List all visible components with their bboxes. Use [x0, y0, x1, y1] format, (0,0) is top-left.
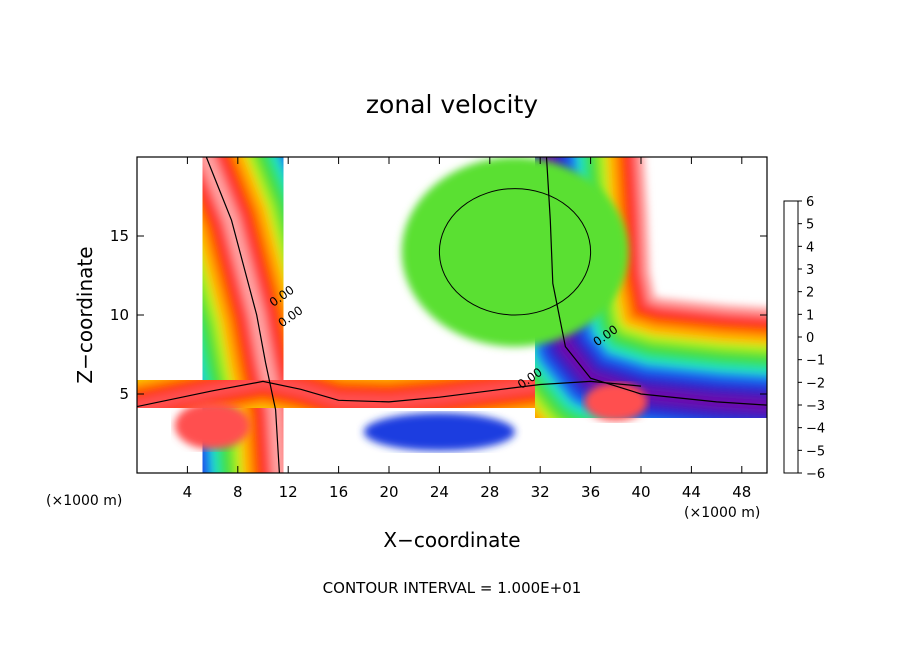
y-tick-label: 15 [110, 227, 129, 245]
colorbar-frame [783, 200, 799, 474]
colorbar-tick-label: 0 [806, 331, 814, 346]
x-tick-label: 28 [480, 483, 499, 501]
colorbar-tick-label: −4 [806, 422, 825, 437]
colorbar-tick-label: 4 [806, 240, 814, 255]
blob-lower-right [584, 382, 648, 421]
contour-lower-jet [137, 380, 642, 408]
x-tick-label: 12 [279, 483, 298, 501]
y-axis-label: Z−coordinate [73, 246, 97, 383]
x-tick-label: 48 [732, 483, 751, 501]
colorbar-tick-label: −1 [806, 354, 825, 369]
y-tick-label: 10 [110, 306, 129, 324]
colorbar-tick-label: 6 [806, 195, 814, 210]
blob-bottom-mid [363, 412, 515, 451]
colorbar-tick-label: 5 [806, 218, 814, 233]
blob-lower-left [174, 401, 251, 450]
colorbar-tick-label: −3 [806, 399, 825, 414]
x-tick-label: 24 [430, 483, 449, 501]
chart-title: zonal velocity [366, 90, 538, 119]
x-tick-label: 8 [233, 483, 243, 501]
x-axis-label: X−coordinate [383, 528, 520, 552]
y-tick-label: 5 [119, 385, 129, 403]
colorbar-tick-label: 2 [806, 286, 814, 301]
colorbar-tick-label: −2 [806, 376, 825, 391]
contour-right-plume [545, 157, 767, 406]
colorbar-tick-label: 3 [806, 263, 814, 278]
x-tick-label: 40 [631, 483, 650, 501]
x-tick-label: 36 [581, 483, 600, 501]
x-tick-label: 44 [682, 483, 701, 501]
colorbar-tick-label: −6 [806, 467, 825, 482]
contour-interval-note: CONTOUR INTERVAL = 1.000E+01 [323, 579, 582, 597]
x-axis-unit: (×1000 m) [684, 505, 760, 521]
x-tick-label: 16 [329, 483, 348, 501]
y-axis-unit: (×1000 m) [46, 493, 122, 509]
contour-upper-center [438, 188, 592, 316]
x-tick-label: 4 [183, 483, 193, 501]
contour-left-plume [205, 157, 280, 473]
x-tick-label: 20 [379, 483, 398, 501]
colorbar-tick-label: −5 [806, 444, 825, 459]
colorbar-tick-label: 1 [806, 308, 814, 323]
x-tick-label: 32 [531, 483, 550, 501]
colorbar: 6 5 4 3 2 1 0 −1 −2 −3 −4 −5 −6 [783, 195, 825, 482]
y-axis-ticks: 5 10 15 [110, 227, 767, 403]
blob-upper-center [401, 157, 629, 347]
x-axis-ticks: 4 8 12 16 20 24 28 32 36 40 44 48 [183, 157, 751, 501]
